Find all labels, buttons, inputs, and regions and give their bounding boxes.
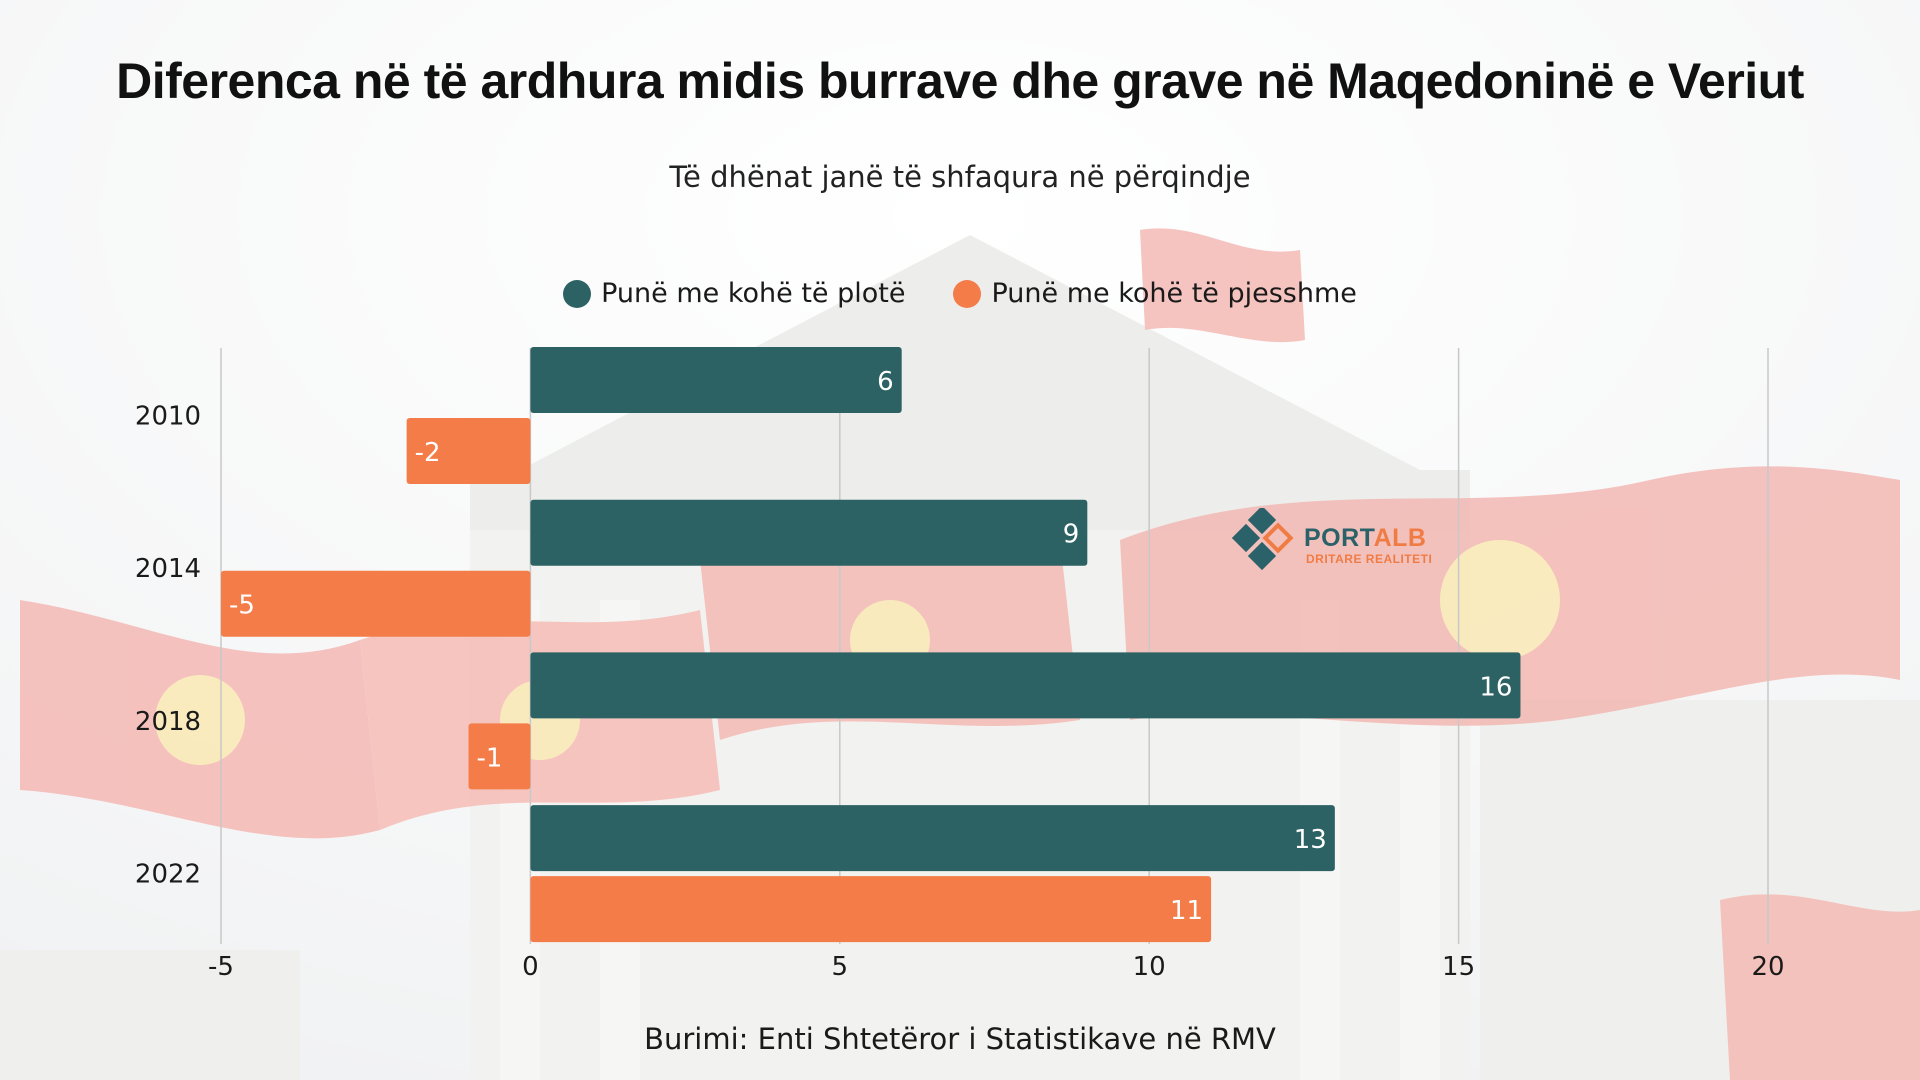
logo-wordmark-alb: ALB: [1373, 524, 1427, 552]
legend: Punë me kohë të plotë Punë me kohë të pj…: [0, 278, 1920, 309]
bar-full-time: [530, 347, 902, 413]
logo-wordmark: PORTALB: [1304, 524, 1426, 553]
legend-marker-full-time: [563, 279, 592, 308]
legend-item-part-time: Punë me kohë të pjesshme: [953, 278, 1357, 309]
chart-subtitle: Të dhënat janë të shfaqura në përqindje: [669, 160, 1251, 194]
x-tick-label: 5: [832, 952, 849, 982]
x-tick-label: 20: [1751, 952, 1784, 982]
bar-value-label: 16: [1479, 672, 1512, 702]
x-tick-label: 15: [1442, 952, 1475, 982]
x-tick-label: 10: [1133, 952, 1166, 982]
bar-full-time: [530, 805, 1335, 872]
bars: [221, 347, 1521, 943]
x-tick-label: 0: [522, 952, 539, 982]
logo-tagline: DRITARE REALITETI: [1306, 552, 1433, 566]
y-category-label: 2022: [135, 860, 201, 890]
bar-full-time: [530, 499, 1088, 566]
bar-value-label: -1: [477, 743, 503, 773]
bar-value-label: -5: [229, 591, 255, 621]
bar-part-time: [530, 876, 1212, 943]
bar-value-label: -2: [415, 438, 441, 468]
bar-value-label: 11: [1170, 896, 1203, 926]
logo-wordmark-port: PORT: [1304, 524, 1374, 552]
bar-part-time: [221, 570, 531, 637]
bar-value-label: 9: [1063, 520, 1080, 550]
bar-full-time: [530, 652, 1521, 719]
bar-value-label: 13: [1294, 825, 1327, 855]
axis-labels: -5 0 5 10 15 20 2010 2014 2018 2022: [135, 402, 1785, 983]
legend-marker-part-time: [953, 279, 982, 308]
y-category-label: 2018: [135, 707, 201, 737]
data-labels: 6 -2 9 -5 16 -1 13 11: [229, 367, 1512, 926]
bar-part-time: [468, 723, 531, 790]
y-category-label: 2010: [135, 402, 201, 432]
legend-label-full-time: Punë me kohë të plotë: [601, 278, 906, 309]
x-tick-label: -5: [208, 952, 234, 982]
chart-title: Diferenca në të ardhura midis burrave dh…: [116, 53, 1804, 109]
portalb-logo: PORTALB DRITARE REALITETI: [1231, 505, 1462, 572]
bar-part-time: [406, 418, 531, 484]
legend-item-full-time: Punë me kohë të plotë: [563, 278, 905, 309]
logo-diamond-icon: [1231, 505, 1294, 571]
y-category-label: 2014: [135, 554, 201, 584]
source-note: Burimi: Enti Shtetëror i Statistikave në…: [644, 1022, 1276, 1056]
legend-label-part-time: Punë me kohë të pjesshme: [991, 278, 1357, 309]
bar-value-label: 6: [877, 367, 894, 397]
